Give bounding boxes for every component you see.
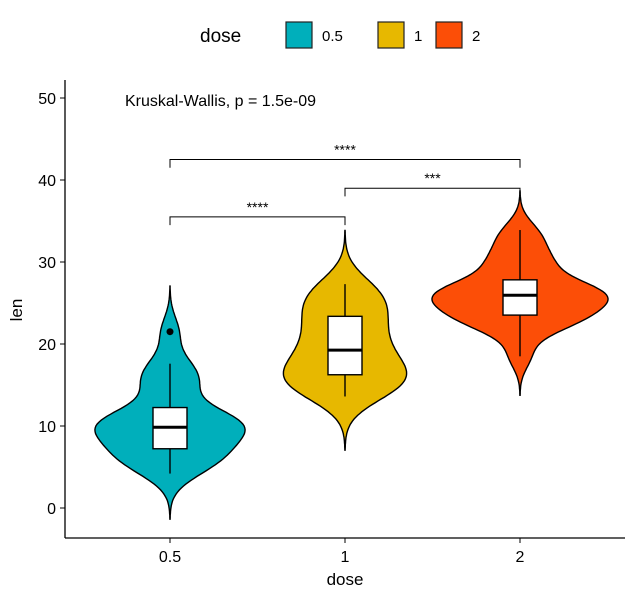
- legend-label-0.5: 0.5: [322, 28, 343, 45]
- legend-label-2: 2: [472, 28, 480, 45]
- x-tick-label: 0.5: [159, 549, 181, 566]
- legend-label-1: 1: [414, 28, 422, 45]
- significance-label: ***: [424, 170, 441, 186]
- box-2: [502, 279, 538, 316]
- legend-key-2: [435, 21, 463, 49]
- y-tick-label: 40: [38, 173, 56, 190]
- y-tick-label: 20: [38, 337, 56, 354]
- legend-key-1: [377, 21, 405, 49]
- box-1: [327, 315, 363, 376]
- outlier-point: [166, 328, 174, 336]
- x-tick-label: 2: [516, 549, 525, 566]
- significance-bracket: [169, 216, 346, 226]
- legend: dose 0.5 1 2: [200, 21, 480, 49]
- significance-bracket: [169, 159, 521, 168]
- x-axis-title: dose: [327, 570, 364, 589]
- significance-bracket: [344, 187, 521, 197]
- significance-label: ****: [334, 142, 356, 158]
- legend-key-0.5: [285, 21, 313, 49]
- y-tick-label: 50: [38, 91, 56, 108]
- y-tick-label: 10: [38, 419, 56, 436]
- significance-label: ****: [247, 199, 269, 215]
- legend-title: dose: [200, 26, 241, 47]
- kruskal-wallis-annotation: Kruskal-Wallis, p = 1.5e-09: [125, 93, 316, 110]
- y-tick-label: 30: [38, 255, 56, 272]
- y-axis-title: len: [7, 299, 26, 322]
- x-tick-label: 1: [341, 549, 350, 566]
- y-tick-label: 0: [47, 501, 56, 518]
